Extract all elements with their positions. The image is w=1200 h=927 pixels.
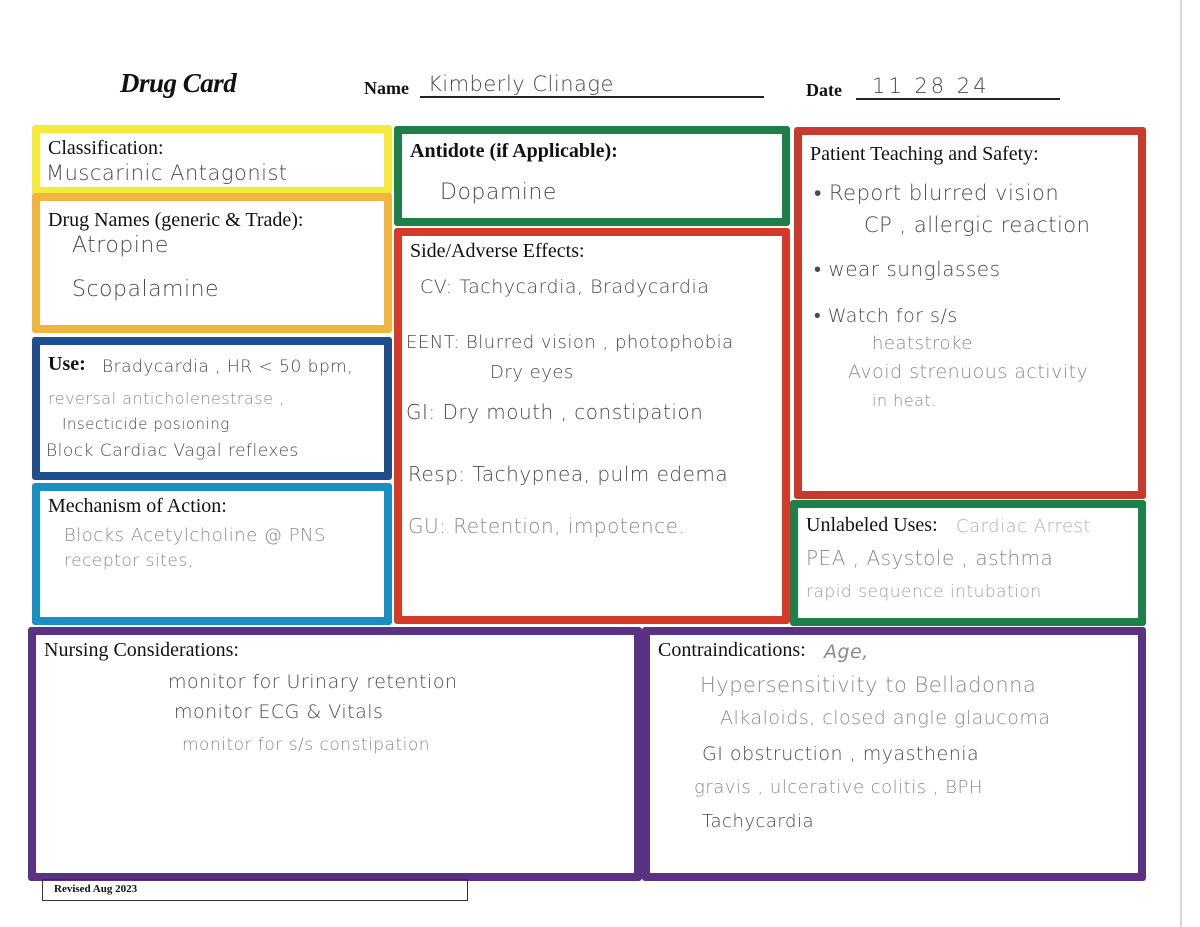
side-effects-label: Side/Adverse Effects: [410, 240, 585, 262]
contraindications-line-6[interactable]: Tachycardia [702, 811, 814, 832]
drug-name-generic[interactable]: Atropine [72, 233, 169, 258]
contraindications-line-5[interactable]: gravis , ulcerative colitis , BPH [694, 777, 983, 798]
revision-label: Revised Aug 2023 [54, 883, 138, 895]
teaching-line-3[interactable]: • wear sunglasses [814, 257, 1001, 281]
contraindications-section: Contraindications: Age, Hypersensitivity… [642, 627, 1146, 881]
name-label: Name [364, 78, 409, 98]
side-effects-eent[interactable]: EENT: Blurred vision , photophobia [406, 332, 734, 353]
antidote-value[interactable]: Dopamine [440, 180, 557, 205]
drug-names-label: Drug Names (generic & Trade): [48, 209, 304, 231]
date-underline [856, 98, 1060, 100]
patient-teaching-section: Patient Teaching and Safety: • Report bl… [794, 127, 1146, 499]
revision-footer: Revised Aug 2023 [42, 879, 468, 901]
drug-name-trade[interactable]: Scopalamine [72, 277, 220, 302]
name-underline [420, 96, 764, 98]
use-line-4[interactable]: Block Cardiac Vagal reflexes [46, 441, 299, 461]
nursing-line-3[interactable]: monitor for s/s constipation [182, 735, 431, 755]
side-effects-eent-cont[interactable]: Dry eyes [490, 362, 574, 383]
contraindications-line-4[interactable]: GI obstruction , myasthenia [702, 743, 980, 765]
name-field[interactable]: Kimberly Clinage [428, 72, 614, 96]
mechanism-section: Mechanism of Action: Blocks Acetylcholin… [32, 483, 392, 625]
nursing-label: Nursing Considerations: [44, 639, 239, 661]
antidote-label: Antidote (if Applicable): [410, 140, 618, 162]
use-line-3[interactable]: Insecticide posioning [62, 415, 230, 433]
side-effects-gu[interactable]: GU: Retention, impotence. [408, 514, 686, 538]
classification-value[interactable]: Muscarinic Antagonist [46, 161, 288, 185]
side-effects-cv[interactable]: CV: Tachycardia, Bradycardia [420, 276, 710, 298]
use-line-2[interactable]: reversal anticholenestrase , [48, 389, 285, 408]
teaching-line-4[interactable]: • Watch for s/s [814, 305, 958, 327]
mechanism-label: Mechanism of Action: [48, 495, 227, 517]
patient-teaching-label: Patient Teaching and Safety: [810, 143, 1039, 165]
contraindications-line-3[interactable]: Alkaloids, closed angle glaucoma [720, 707, 1051, 729]
use-section: Use: Bradycardia , HR < 50 bpm, reversal… [32, 337, 392, 480]
contraindications-line-2[interactable]: Hypersensitivity to Belladonna [700, 673, 1037, 697]
page-title: Drug Card [120, 68, 237, 98]
use-label: Use: [48, 353, 86, 375]
drug-names-section: Drug Names (generic & Trade): Atropine S… [32, 193, 392, 333]
teaching-line-6[interactable]: Avoid strenuous activity [848, 361, 1089, 383]
nursing-line-1[interactable]: monitor for Urinary retention [168, 671, 458, 693]
nursing-section: Nursing Considerations: monitor for Urin… [28, 627, 642, 881]
unlabeled-uses-label: Unlabeled Uses: [806, 514, 938, 536]
use-line-1[interactable]: Bradycardia , HR < 50 bpm, [102, 357, 354, 377]
teaching-line-1[interactable]: • Report blurred vision [814, 181, 1060, 205]
contraindications-label: Contraindications: [658, 639, 806, 661]
unlabeled-uses-line-2[interactable]: PEA , Asystole , asthma [806, 546, 1054, 570]
mechanism-line-1[interactable]: Blocks Acetylcholine @ PNS [64, 525, 326, 546]
antidote-section: Antidote (if Applicable): Dopamine [394, 126, 790, 226]
side-effects-gi[interactable]: GI: Dry mouth , constipation [406, 400, 704, 424]
side-effects-resp[interactable]: Resp: Tachypnea, pulm edema [408, 462, 729, 486]
contraindications-line-1[interactable]: Age, [824, 641, 869, 663]
unlabeled-uses-line-3[interactable]: rapid sequence intubation [806, 582, 1042, 602]
date-field[interactable]: 11 28 24 [872, 74, 990, 98]
nursing-line-2[interactable]: monitor ECG & Vitals [174, 701, 384, 723]
scan-edge [1180, 0, 1182, 927]
teaching-line-2[interactable]: CP , allergic reaction [864, 213, 1091, 237]
unlabeled-uses-line-1[interactable]: Cardiac Arrest [956, 516, 1091, 537]
teaching-line-5[interactable]: heatstroke [872, 333, 973, 354]
mechanism-line-2[interactable]: receptor sites, [64, 551, 194, 571]
teaching-line-7[interactable]: in heat. [872, 391, 937, 410]
unlabeled-uses-section: Unlabeled Uses: Cardiac Arrest PEA , Asy… [790, 500, 1146, 626]
classification-label: Classification: [48, 137, 164, 159]
side-effects-section: Side/Adverse Effects: CV: Tachycardia, B… [394, 228, 790, 624]
date-label: Date [806, 80, 842, 100]
classification-section: Classification: Muscarinic Antagonist [32, 125, 392, 195]
